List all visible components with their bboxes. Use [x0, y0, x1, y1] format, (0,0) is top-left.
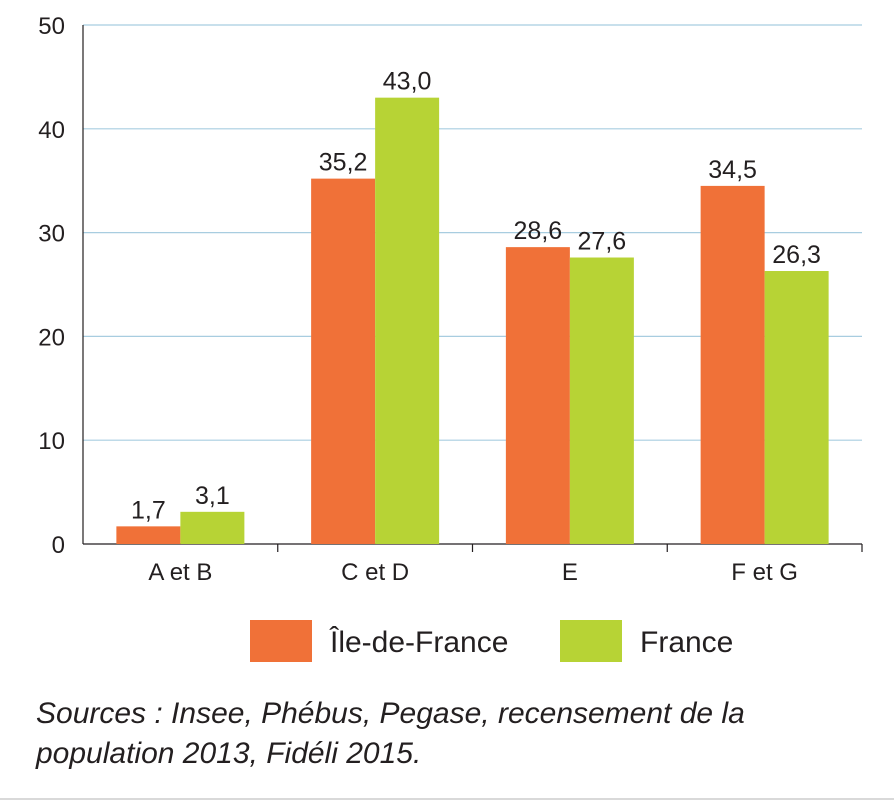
y-tick-label-50: 50 — [38, 13, 65, 40]
bottom-divider — [0, 798, 894, 800]
legend-swatch-ile-de-france — [250, 620, 312, 662]
bar-france-1 — [375, 97, 440, 544]
bar-france-0 — [180, 511, 245, 544]
x-category-label-3: F et G — [731, 559, 798, 586]
bar-chart: 0 10 20 30 40 50 1,7 3,1 A et B 35,2 43,0 C et D 28,… — [38, 13, 863, 662]
y-tick-label-20: 20 — [38, 324, 65, 351]
legend-label-france: France — [640, 626, 733, 659]
data-label-france-1: 43,0 — [383, 68, 432, 96]
data-label-ile-de-france-1: 35,2 — [319, 149, 368, 177]
y-tick-label-10: 10 — [38, 428, 65, 455]
data-label-ile-de-france-0: 1,7 — [131, 496, 166, 524]
bar-ile-de-france-3 — [700, 185, 765, 544]
data-label-ile-de-france-2: 28,6 — [514, 217, 563, 245]
data-label-ile-de-france-3: 34,5 — [708, 156, 757, 184]
bar-ile-de-france-1 — [311, 178, 376, 544]
bar-ile-de-france-2 — [505, 247, 570, 544]
x-category-label-2: E — [562, 559, 578, 586]
y-tick-label-0: 0 — [52, 532, 65, 559]
y-tick-label-30: 30 — [38, 221, 65, 248]
chart: 0 10 20 30 40 50 1,7 3,1 A et B 35,2 43,0 C et D 28,… — [38, 13, 863, 662]
legend-swatch-france — [560, 620, 622, 662]
legend-label-ile-de-france: Île-de-France — [329, 626, 508, 659]
source-note: Sources : Insee, Phébus, Pegase, recense… — [36, 697, 745, 770]
data-label-france-2: 27,6 — [578, 228, 627, 256]
bar-france-2 — [569, 257, 634, 544]
bar-france-3 — [764, 271, 829, 544]
data-label-france-0: 3,1 — [195, 482, 230, 510]
data-label-france-3: 26,3 — [772, 241, 821, 269]
x-category-label-0: A et B — [148, 559, 212, 586]
x-category-label-1: C et D — [341, 559, 409, 586]
bar-ile-de-france-0 — [116, 526, 181, 544]
y-tick-label-40: 40 — [38, 117, 65, 144]
